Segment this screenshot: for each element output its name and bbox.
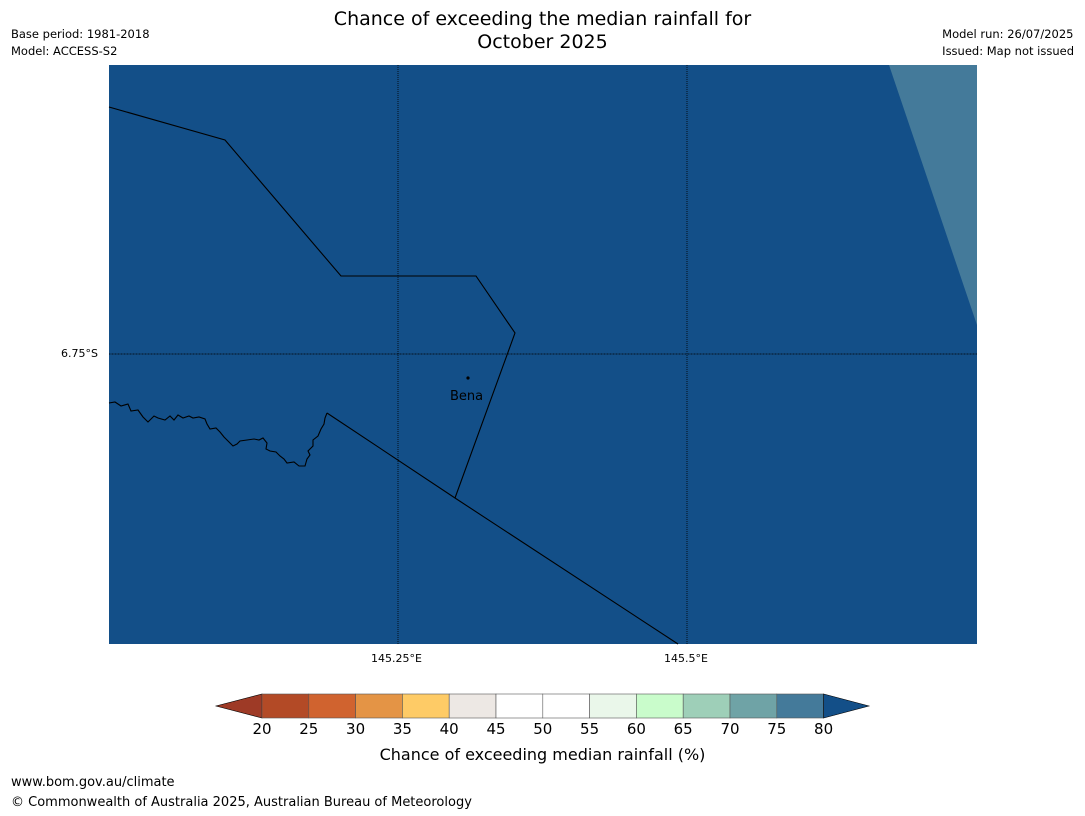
- colorbar-tick-65: 65: [673, 720, 693, 738]
- base-period: Base period: 1981-2018: [11, 27, 150, 41]
- colorbar-segment-25-30: [308, 693, 356, 719]
- colorbar-segment-65-70: [682, 693, 731, 719]
- colorbar-tick-60: 60: [626, 720, 646, 738]
- coastline: [108, 401, 328, 467]
- title-line-1: Chance of exceeding the median rainfall …: [333, 8, 752, 30]
- colorbar-tick-50: 50: [533, 720, 553, 738]
- colorbar-tick-55: 55: [580, 720, 600, 738]
- colorbar-segment-40-45: [448, 693, 497, 719]
- latitude-label: 6.75°S: [61, 347, 98, 360]
- colorbar-tick-20: 20: [252, 720, 272, 738]
- colorbar-tick-30: 30: [346, 720, 366, 738]
- colorbar-segment-50-55: [542, 693, 590, 719]
- colorbar-extend-high: [823, 693, 871, 719]
- colorbar-tick-45: 45: [486, 720, 506, 738]
- colorbar-segment-35-40: [402, 693, 450, 719]
- model-run-info: Model run: 26/07/2025 Issued: Map not is…: [942, 26, 1074, 60]
- map-title: Chance of exceeding the median rainfall …: [0, 8, 1085, 54]
- footer-copyright: © Commonwealth of Australia 2025, Austra…: [11, 795, 472, 810]
- place-label-bena: Bena: [450, 389, 484, 404]
- colorbar-segment-60-65: [636, 693, 684, 719]
- colorbar-tick-40: 40: [439, 720, 459, 738]
- colorbar-tick-80: 80: [814, 720, 834, 738]
- colorbar-tick-75: 75: [767, 720, 787, 738]
- map-area: [109, 65, 977, 644]
- colorbar-segment-55-60: [589, 693, 637, 719]
- bena-marker: [466, 376, 470, 380]
- probability-region-70-75: [889, 65, 977, 325]
- longitude-label-145-5: 145.5°E: [664, 652, 708, 665]
- issued-status: Issued: Map not issued: [942, 44, 1074, 58]
- province-boundary: [108, 106, 516, 499]
- colorbar-extend-low: [214, 693, 263, 719]
- colorbar-label: Chance of exceeding median rainfall (%): [379, 745, 706, 764]
- colorbar-segment-70-75: [729, 693, 778, 719]
- model-run: Model run: 26/07/2025: [942, 27, 1074, 41]
- colorbar: [214, 693, 871, 719]
- colorbar-segment-20-25: [261, 693, 310, 719]
- province-boundary-south: [326, 412, 679, 645]
- colorbar-tick-25: 25: [299, 720, 319, 738]
- colorbar-tick-70: 70: [720, 720, 740, 738]
- colorbar-segment-75-80: [776, 693, 824, 719]
- colorbar-tick-35: 35: [392, 720, 412, 738]
- title-line-2: October 2025: [477, 31, 608, 53]
- longitude-label-145-25: 145.25°E: [371, 652, 422, 665]
- colorbar-segment-30-35: [355, 693, 403, 719]
- base-period-info: Base period: 1981-2018 Model: ACCESS-S2: [11, 26, 150, 60]
- footer-url[interactable]: www.bom.gov.au/climate: [11, 775, 175, 790]
- colorbar-segment-45-50: [495, 693, 544, 719]
- model-name: Model: ACCESS-S2: [11, 44, 118, 58]
